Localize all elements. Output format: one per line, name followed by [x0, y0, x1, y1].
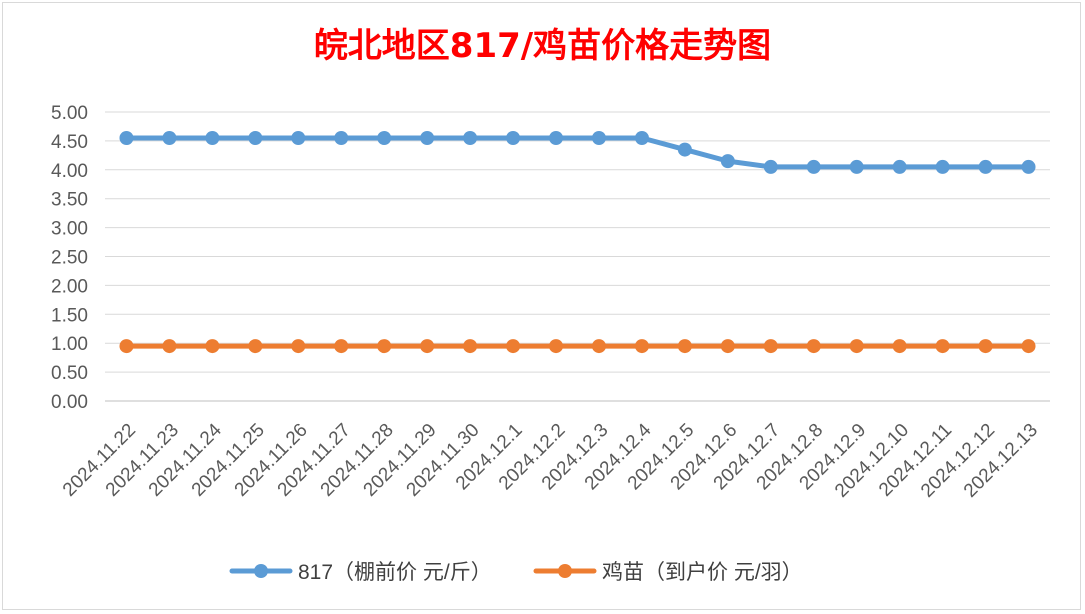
data-point: [291, 339, 306, 354]
legend-label: 鸡苗（到户价 元/羽）: [602, 561, 803, 584]
data-point: [506, 339, 521, 354]
y-tick-label: 5.00: [51, 103, 88, 124]
data-point: [978, 159, 993, 174]
y-tick-label: 0.50: [51, 363, 88, 384]
y-tick-label: 4.50: [51, 132, 88, 153]
data-point: [634, 131, 649, 146]
data-point: [935, 339, 950, 354]
data-point: [506, 131, 521, 146]
y-tick-label: 0.00: [51, 392, 88, 413]
data-point: [119, 131, 134, 146]
gridlines: [105, 111, 1050, 402]
data-point: [549, 339, 564, 354]
data-point: [162, 131, 177, 146]
data-point: [677, 339, 692, 354]
data-point: [806, 339, 821, 354]
data-point: [463, 131, 478, 146]
y-tick-label: 1.00: [51, 334, 88, 355]
data-point: [377, 339, 392, 354]
data-point: [806, 159, 821, 174]
data-point: [591, 131, 606, 146]
data-point: [720, 154, 735, 169]
data-point: [420, 339, 435, 354]
data-point: [892, 159, 907, 174]
x-axis-ticks: 2024.11.222024.11.232024.11.242024.11.25…: [59, 419, 1042, 501]
y-tick-label: 3.00: [51, 219, 88, 240]
data-point: [549, 131, 564, 146]
data-point: [205, 339, 220, 354]
data-point: [463, 339, 478, 354]
data-point: [291, 131, 306, 146]
data-point: [162, 339, 177, 354]
data-point: [1021, 339, 1036, 354]
data-point: [849, 339, 864, 354]
data-point: [334, 339, 349, 354]
series-line-0: [123, 135, 1032, 170]
legend-marker-dot: [558, 564, 572, 578]
data-point: [591, 339, 606, 354]
data-point: [978, 339, 993, 354]
data-point: [377, 131, 392, 146]
data-point: [248, 339, 263, 354]
y-tick-label: 1.50: [51, 305, 88, 326]
data-point: [248, 131, 263, 146]
y-tick-label: 2.00: [51, 276, 88, 297]
y-tick-label: 4.00: [51, 161, 88, 182]
data-point: [119, 339, 134, 354]
data-point: [892, 339, 907, 354]
data-point: [935, 159, 950, 174]
data-point: [720, 339, 735, 354]
legend-marker-dot: [254, 564, 268, 578]
data-point: [677, 142, 692, 157]
data-point: [420, 131, 435, 146]
series-lines: [119, 131, 1036, 354]
y-tick-label: 3.50: [51, 190, 88, 211]
data-point: [763, 339, 778, 354]
data-point: [849, 159, 864, 174]
data-point: [763, 159, 778, 174]
y-tick-label: 2.50: [51, 248, 88, 269]
data-point: [205, 131, 220, 146]
data-point: [334, 131, 349, 146]
data-point: [1021, 159, 1036, 174]
legend-label: 817（棚前价 元/斤）: [298, 561, 492, 584]
y-axis-ticks: 0.00 0.50 1.00 1.50 2.00 2.50 3.00 3.50 4.00 4.50…: [51, 103, 88, 413]
data-point: [634, 339, 649, 354]
legend: 817（棚前价 元/斤） 鸡苗（到户价 元/羽）: [229, 561, 803, 584]
chart-title: 皖北地区817/鸡苗价格走势图: [313, 26, 772, 66]
